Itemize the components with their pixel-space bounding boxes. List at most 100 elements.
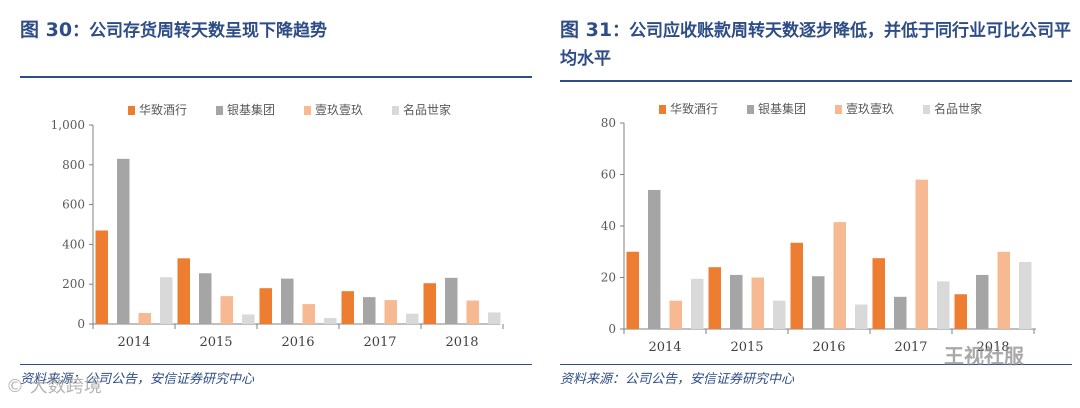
- bar: [341, 291, 354, 324]
- bar: [730, 274, 743, 329]
- bar: [302, 304, 315, 324]
- bar: [894, 296, 907, 329]
- bar: [691, 278, 704, 329]
- legend-swatch: [128, 106, 135, 115]
- legend-swatch: [392, 106, 399, 115]
- bar: [833, 222, 846, 329]
- legend-item: 银基集团: [747, 101, 806, 116]
- figure-title-separator: ：: [72, 21, 90, 41]
- source-note: 资料来源：公司公告，安信证券研究中心: [20, 372, 255, 387]
- figure-31: 图 31：公司应收账款周转天数逐步降低，并低于同行业可比公司平均水平 华致酒行 银…: [560, 0, 1080, 408]
- x-tick-label: 2014: [117, 335, 150, 350]
- legend-label: 壹玖壹玖: [315, 103, 363, 117]
- y-tick-label: 800: [62, 158, 85, 172]
- bar: [384, 300, 397, 324]
- figure-title: 图 30：公司存货周转天数呈现下降趋势: [20, 16, 535, 45]
- legend-swatch: [747, 105, 754, 114]
- bar: [648, 189, 661, 329]
- legend-swatch: [216, 106, 223, 115]
- figure-title-separator: ：: [612, 21, 630, 41]
- figure-30: 图 30：公司存货周转天数呈现下降趋势 华致酒行 银基集团 壹玖壹玖 名品世家 0 200…: [20, 0, 540, 408]
- bar: [466, 300, 479, 324]
- bar: [626, 251, 639, 329]
- bar: [363, 297, 376, 324]
- bar: [242, 314, 255, 324]
- figure-title: 图 31：公司应收账款周转天数逐步降低，并低于同行业可比公司平均水平: [560, 16, 1075, 73]
- legend-item: 壹玖壹玖: [304, 103, 363, 117]
- inventory-turnover-chart: 华致酒行 银基集团 壹玖壹玖 名品世家 0 200 400 600 800 1,000 2014 20…: [51, 102, 504, 350]
- bar: [790, 242, 803, 329]
- x-tick-label: 2017: [363, 335, 396, 350]
- legend-label: 壹玖壹玖: [846, 102, 894, 116]
- y-tick-label: 600: [62, 198, 85, 212]
- y-tick-label: 0: [608, 322, 616, 336]
- x-tick-label: 2016: [281, 335, 314, 350]
- bar: [117, 158, 130, 324]
- bar: [915, 179, 928, 329]
- x-tick-label: 2014: [648, 340, 681, 355]
- y-tick-label: 20: [601, 271, 616, 285]
- bar: [138, 313, 151, 324]
- y-tick-label: 80: [601, 116, 616, 130]
- bar: [1019, 262, 1032, 329]
- legend-label: 华致酒行: [139, 103, 187, 117]
- legend-swatch: [659, 105, 666, 114]
- bar: [812, 276, 825, 329]
- legend-swatch: [923, 105, 930, 114]
- bar: [954, 294, 967, 329]
- bar: [220, 296, 233, 324]
- bar: [445, 277, 458, 324]
- watermark-left: © 大数跨境: [6, 376, 102, 397]
- legend-item: 华致酒行: [128, 103, 187, 117]
- bar: [872, 258, 885, 329]
- figure-title-text: 公司存货周转天数呈现下降趋势: [89, 21, 328, 41]
- legend-item: 壹玖壹玖: [835, 102, 894, 116]
- x-tick-label: 2015: [730, 340, 763, 355]
- bar: [855, 304, 868, 329]
- legend: 华致酒行 银基集团 壹玖壹玖 名品世家: [128, 102, 451, 117]
- y-tick-label: 200: [62, 277, 85, 291]
- bar: [281, 278, 294, 324]
- legend-label: 华致酒行: [670, 102, 718, 116]
- legend-swatch: [835, 105, 842, 114]
- bar: [423, 283, 436, 324]
- y-tick-label: 400: [62, 237, 85, 251]
- legend-label: 名品世家: [934, 101, 982, 116]
- legend-label: 银基集团: [227, 102, 275, 117]
- source-rule: [20, 364, 532, 365]
- legend-item: 名品世家: [392, 102, 451, 117]
- legend-label: 名品世家: [403, 102, 451, 117]
- y-tick-label: 40: [601, 219, 616, 233]
- bar: [976, 274, 989, 329]
- bar: [708, 267, 721, 329]
- title-rule: [20, 76, 532, 78]
- bar: [997, 251, 1010, 329]
- y-tick-label: 0: [77, 317, 85, 331]
- bar: [324, 318, 337, 324]
- legend: 华致酒行 银基集团 壹玖壹玖 名品世家: [659, 101, 982, 116]
- bar: [751, 277, 764, 329]
- y-tick-label: 1,000: [51, 118, 85, 132]
- source-note: 资料来源：公司公告，安信证券研究中心: [560, 372, 795, 387]
- source-rule: [560, 364, 1072, 365]
- bar: [199, 273, 212, 324]
- bar: [488, 312, 501, 324]
- y-tick-label: 60: [601, 168, 616, 182]
- bar: [937, 281, 950, 329]
- legend-item: 银基集团: [216, 102, 275, 117]
- x-tick-label: 2016: [812, 340, 845, 355]
- title-rule: [560, 80, 1072, 82]
- legend-swatch: [304, 106, 311, 115]
- bar: [773, 300, 786, 329]
- bar: [177, 258, 190, 324]
- receivables-turnover-chart: 华致酒行 银基集团 壹玖壹玖 名品世家 0 20 40 60 80 2014 2015 2016 201…: [601, 101, 1036, 355]
- x-tick-label: 2015: [199, 335, 232, 350]
- legend-label: 银基集团: [758, 101, 806, 116]
- figure-title-text: 公司应收账款周转天数逐步降低，并低于同行业可比公司平均水平: [560, 21, 1072, 69]
- bar: [160, 277, 173, 324]
- watermark-right: 王视社服: [944, 344, 1024, 368]
- x-tick-label: 2017: [894, 340, 927, 355]
- x-tick-label: 2018: [976, 340, 1009, 355]
- legend-item: 名品世家: [923, 101, 982, 116]
- legend-item: 华致酒行: [659, 102, 718, 116]
